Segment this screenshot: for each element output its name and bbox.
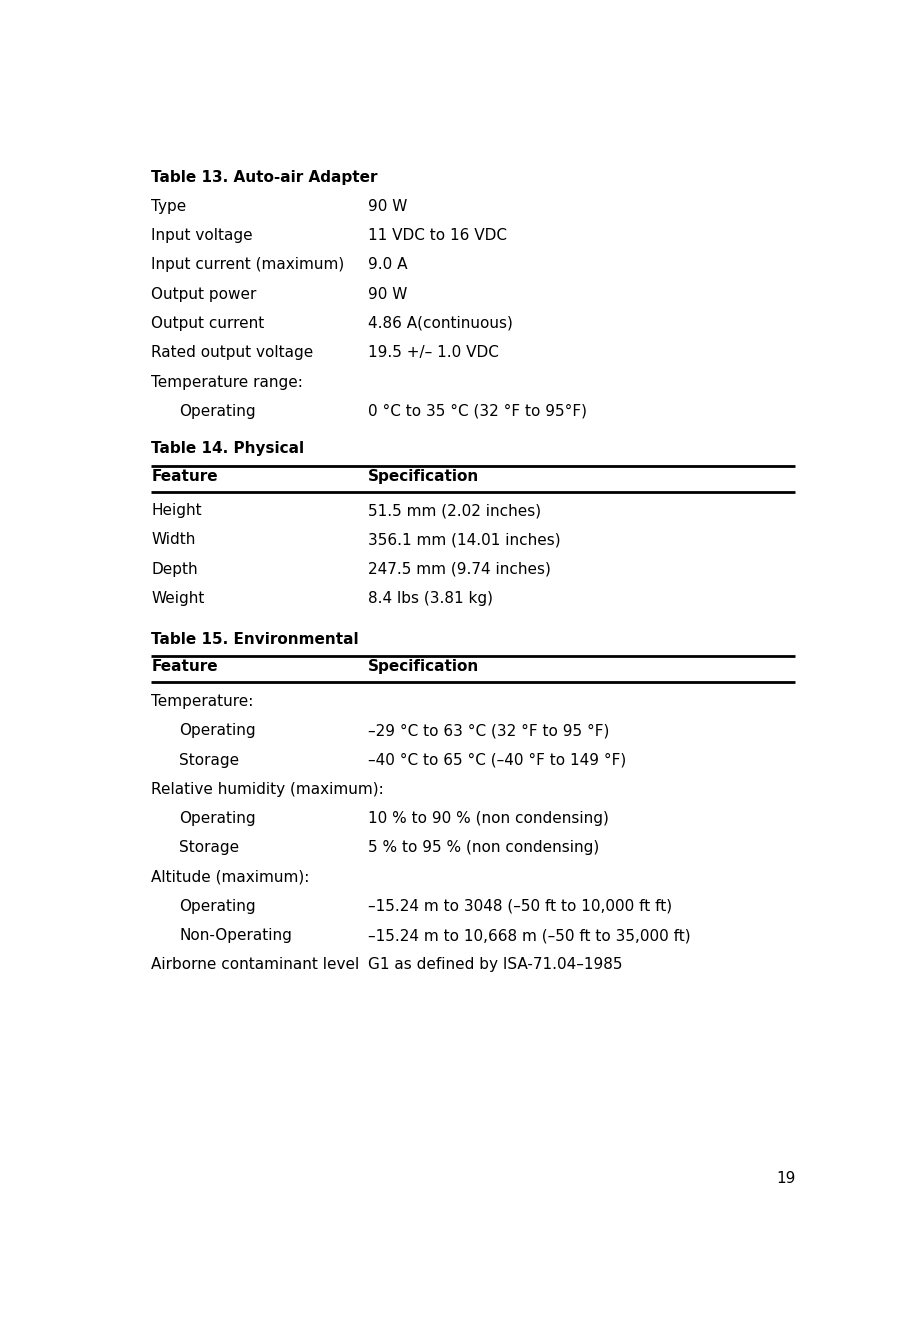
Text: Relative humidity (maximum):: Relative humidity (maximum): bbox=[152, 782, 383, 797]
Text: Airborne contaminant level: Airborne contaminant level bbox=[152, 957, 359, 972]
Text: Operating: Operating bbox=[179, 898, 255, 915]
Text: 356.1 mm (14.01 inches): 356.1 mm (14.01 inches) bbox=[368, 532, 560, 547]
Text: Table 15. Environmental: Table 15. Environmental bbox=[152, 631, 359, 647]
Text: 10 % to 90 % (non condensing): 10 % to 90 % (non condensing) bbox=[368, 812, 609, 826]
Text: 8.4 lbs (3.81 kg): 8.4 lbs (3.81 kg) bbox=[368, 591, 492, 606]
Text: Operating: Operating bbox=[179, 812, 255, 826]
Text: Output power: Output power bbox=[152, 286, 256, 302]
Text: Weight: Weight bbox=[152, 591, 205, 606]
Text: Storage: Storage bbox=[179, 841, 239, 856]
Text: Depth: Depth bbox=[152, 562, 198, 576]
Text: Width: Width bbox=[152, 532, 196, 547]
Text: Specification: Specification bbox=[368, 469, 479, 484]
Text: –29 °C to 63 °C (32 °F to 95 °F): –29 °C to 63 °C (32 °F to 95 °F) bbox=[368, 723, 609, 738]
Text: Feature: Feature bbox=[152, 469, 217, 484]
Text: –15.24 m to 3048 (–50 ft to 10,000 ft ft): –15.24 m to 3048 (–50 ft to 10,000 ft ft… bbox=[368, 898, 672, 915]
Text: Input current (maximum): Input current (maximum) bbox=[152, 258, 345, 273]
Text: Operating: Operating bbox=[179, 404, 255, 418]
Text: Specification: Specification bbox=[368, 659, 479, 674]
Text: 247.5 mm (9.74 inches): 247.5 mm (9.74 inches) bbox=[368, 562, 550, 576]
Text: –15.24 m to 10,668 m (–50 ft to 35,000 ft): –15.24 m to 10,668 m (–50 ft to 35,000 f… bbox=[368, 928, 690, 943]
Text: 9.0 A: 9.0 A bbox=[368, 258, 408, 273]
Text: 90 W: 90 W bbox=[368, 286, 407, 302]
Text: Height: Height bbox=[152, 503, 202, 519]
Text: 5 % to 95 % (non condensing): 5 % to 95 % (non condensing) bbox=[368, 841, 599, 856]
Text: Rated output voltage: Rated output voltage bbox=[152, 345, 313, 360]
Text: 19: 19 bbox=[775, 1171, 795, 1186]
Text: 11 VDC to 16 VDC: 11 VDC to 16 VDC bbox=[368, 229, 507, 243]
Text: 0 °C to 35 °C (32 °F to 95°F): 0 °C to 35 °C (32 °F to 95°F) bbox=[368, 404, 586, 418]
Text: Input voltage: Input voltage bbox=[152, 229, 253, 243]
Text: Temperature range:: Temperature range: bbox=[152, 374, 303, 389]
Text: –40 °C to 65 °C (–40 °F to 149 °F): –40 °C to 65 °C (–40 °F to 149 °F) bbox=[368, 753, 626, 767]
Text: Altitude (maximum):: Altitude (maximum): bbox=[152, 869, 309, 885]
Text: Feature: Feature bbox=[152, 659, 217, 674]
Text: Table 14. Physical: Table 14. Physical bbox=[152, 441, 304, 456]
Text: 19.5 +/– 1.0 VDC: 19.5 +/– 1.0 VDC bbox=[368, 345, 499, 360]
Text: 90 W: 90 W bbox=[368, 199, 407, 214]
Text: Operating: Operating bbox=[179, 723, 255, 738]
Text: Storage: Storage bbox=[179, 753, 239, 767]
Text: G1 as defined by ISA-71.04–1985: G1 as defined by ISA-71.04–1985 bbox=[368, 957, 622, 972]
Text: Table 13. Auto-air Adapter: Table 13. Auto-air Adapter bbox=[152, 170, 377, 185]
Text: Temperature:: Temperature: bbox=[152, 694, 253, 709]
Text: 4.86 A(continuous): 4.86 A(continuous) bbox=[368, 316, 512, 332]
Text: Type: Type bbox=[152, 199, 187, 214]
Text: 51.5 mm (2.02 inches): 51.5 mm (2.02 inches) bbox=[368, 503, 541, 519]
Text: Output current: Output current bbox=[152, 316, 264, 332]
Text: Non-Operating: Non-Operating bbox=[179, 928, 292, 943]
